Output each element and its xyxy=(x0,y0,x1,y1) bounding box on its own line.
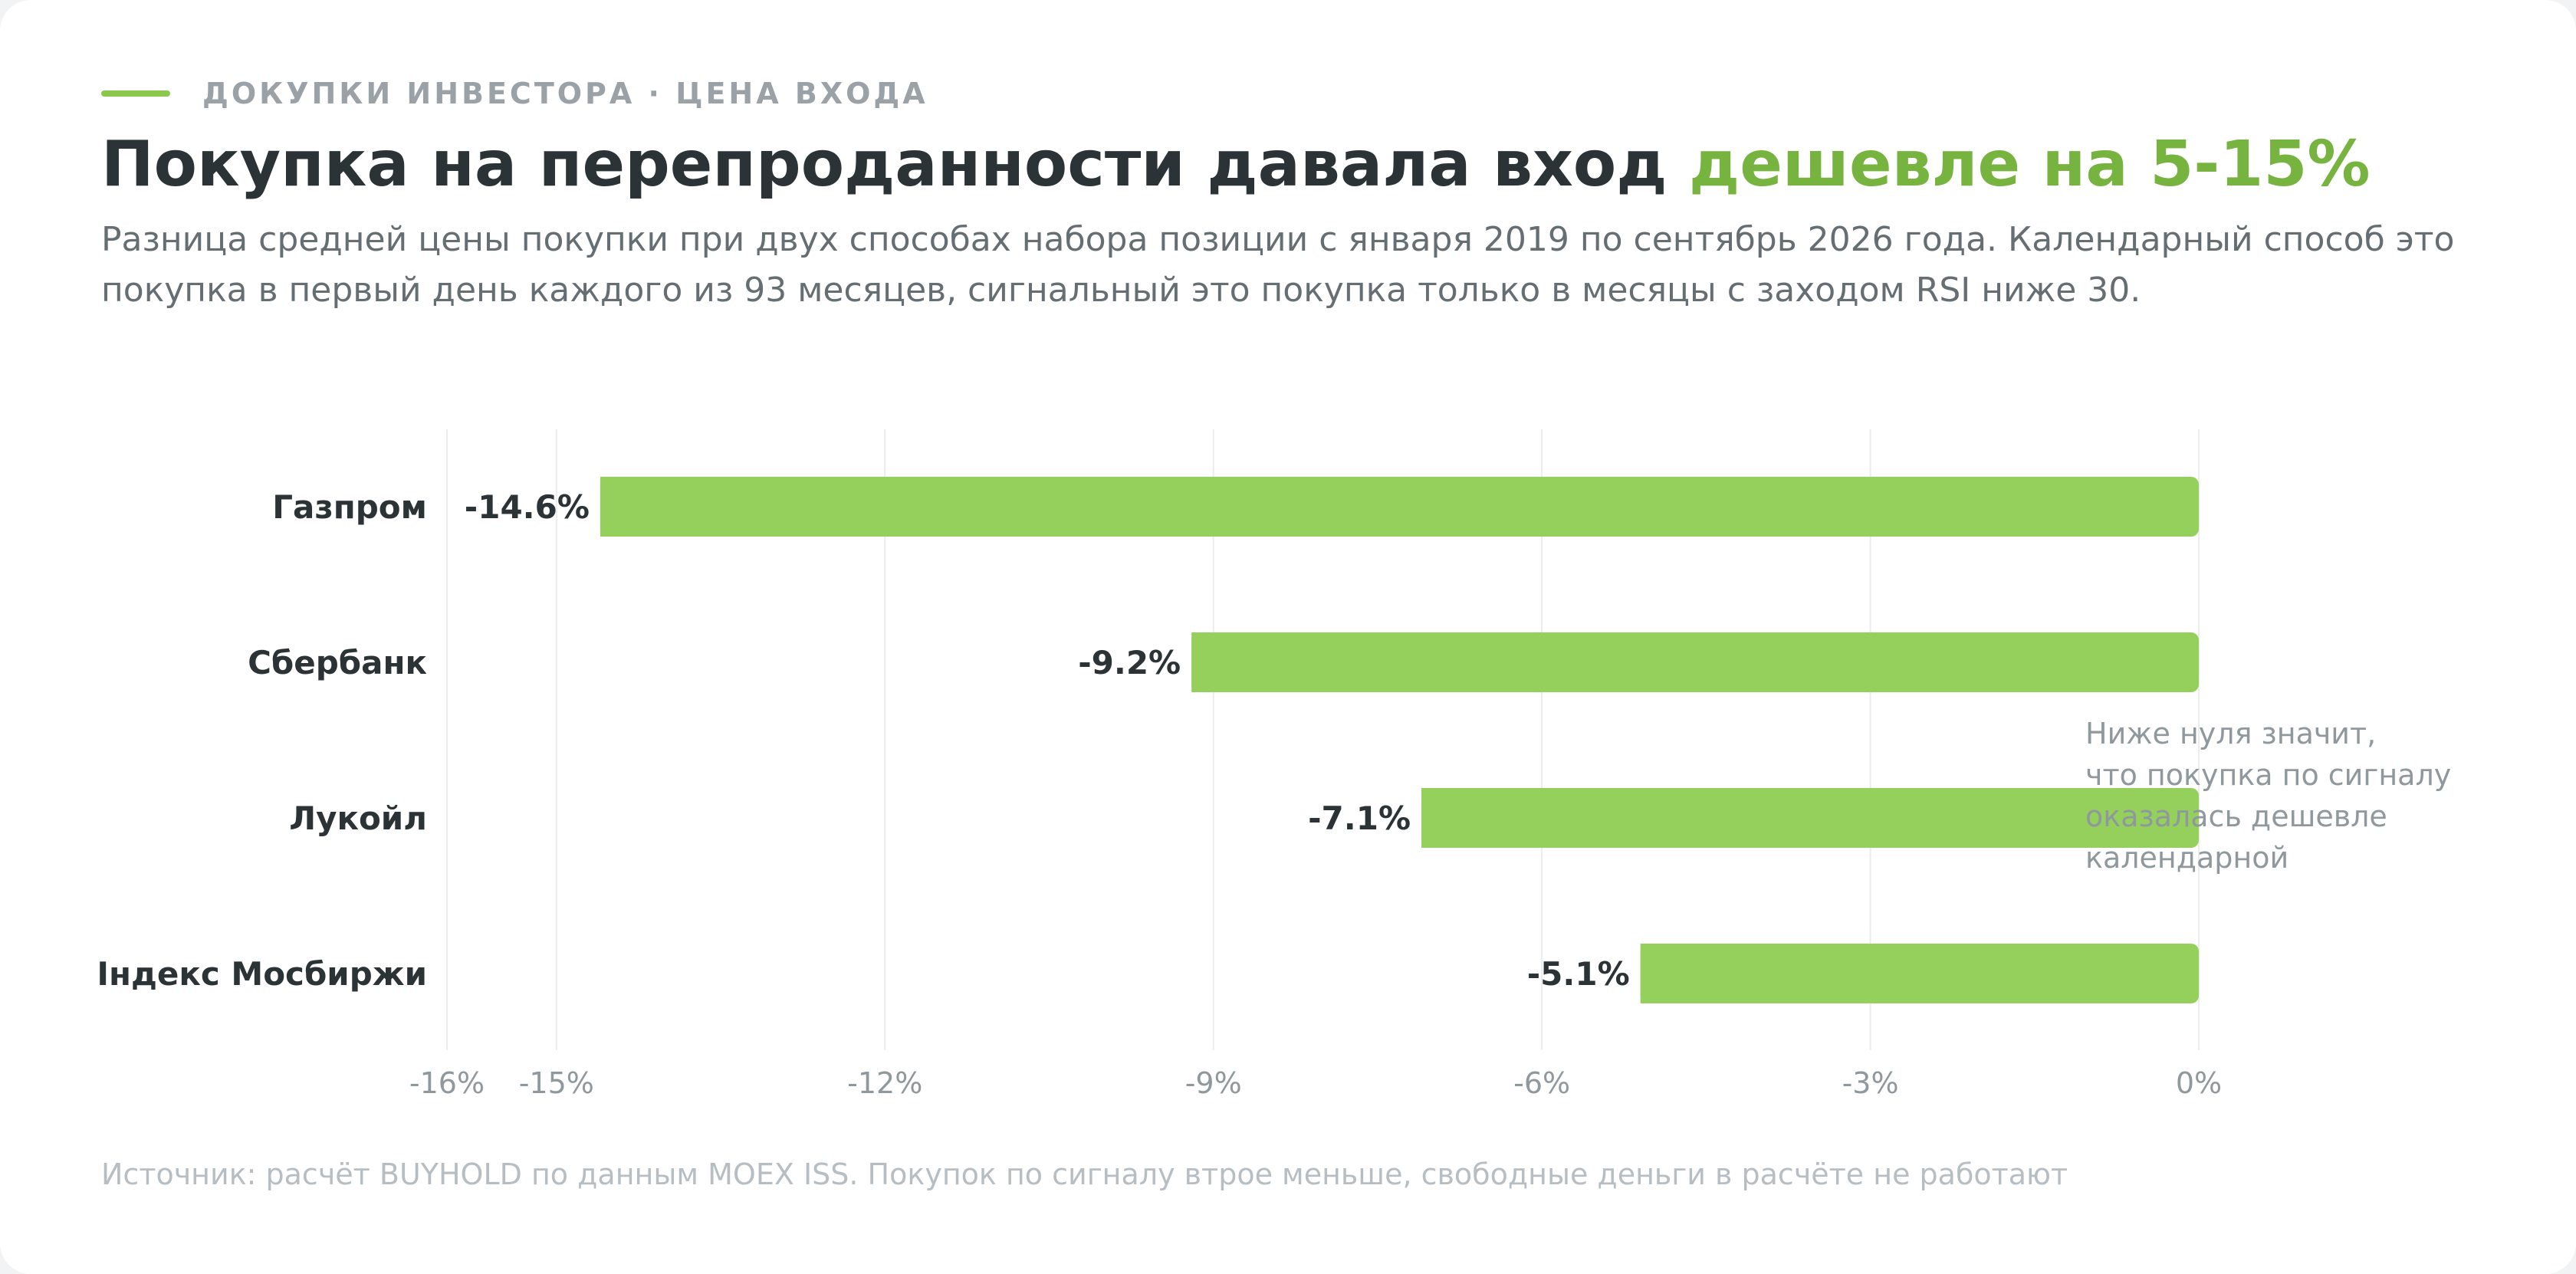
x-tick-label: -6% xyxy=(1513,1066,1570,1100)
x-tick-label: -12% xyxy=(847,1066,922,1100)
page-title: Покупка на перепроданности давала вход д… xyxy=(101,123,2371,207)
x-tick-label: -3% xyxy=(1842,1066,1899,1100)
category-label: Сбербанк xyxy=(248,644,427,681)
value-label: -5.1% xyxy=(1527,955,1630,993)
value-label: -14.6% xyxy=(465,488,590,526)
chart-annotation: Ниже нуля значит, что покупка по сигналу о… xyxy=(2085,717,2451,875)
bar-left-edge xyxy=(600,477,616,537)
eyebrow-accent-line xyxy=(101,90,170,97)
annotation-line: Ниже нуля значит, xyxy=(2085,717,2376,750)
eyebrow: ДОКУПКИ ИНВЕСТОРА · ЦЕНА ВХОДА xyxy=(101,71,928,117)
page-subtitle: Разница средней цены покупки при двух сп… xyxy=(101,220,2455,310)
value-label: -9.2% xyxy=(1078,644,1181,681)
annotation-line: оказалась дешевле xyxy=(2085,800,2387,833)
x-tick-label: -16% xyxy=(409,1066,485,1100)
bars: Газпром -14.6% Сбербанк -9.2% Лукойл -7.1% Інд… xyxy=(97,477,2199,1003)
category-label: Лукойл xyxy=(289,800,427,837)
x-axis-ticks: -16% -15% -12% -9% -6% -3% 0% xyxy=(409,1066,2222,1100)
bar-left-edge xyxy=(1640,944,1656,1003)
x-tick-label: -9% xyxy=(1185,1066,1242,1100)
x-tick-label: -15% xyxy=(519,1066,594,1100)
value-label: -7.1% xyxy=(1308,800,1411,837)
bar xyxy=(1421,788,2199,848)
category-label: Індекс Мосбиржи xyxy=(97,955,427,993)
bar xyxy=(1640,944,2199,1003)
title-main: Покупка на перепроданности давала вход xyxy=(101,128,1690,201)
x-tick-label: 0% xyxy=(2176,1066,2222,1100)
annotation-line: что покупка по сигналу xyxy=(2085,758,2451,792)
annotation-line: календарной xyxy=(2085,841,2288,875)
bar-left-edge xyxy=(1191,632,1208,692)
bar xyxy=(1191,632,2199,692)
eyebrow-text: ДОКУПКИ ИНВЕСТОРА · ЦЕНА ВХОДА xyxy=(202,77,928,110)
bar-left-edge xyxy=(1421,788,1438,848)
title-accent: дешевле на 5-15% xyxy=(1689,128,2371,201)
category-label: Газпром xyxy=(272,488,427,526)
bar xyxy=(600,477,2199,537)
source-note: Источник: расчёт BUYHOLD по данным MOEX … xyxy=(101,1157,2068,1191)
